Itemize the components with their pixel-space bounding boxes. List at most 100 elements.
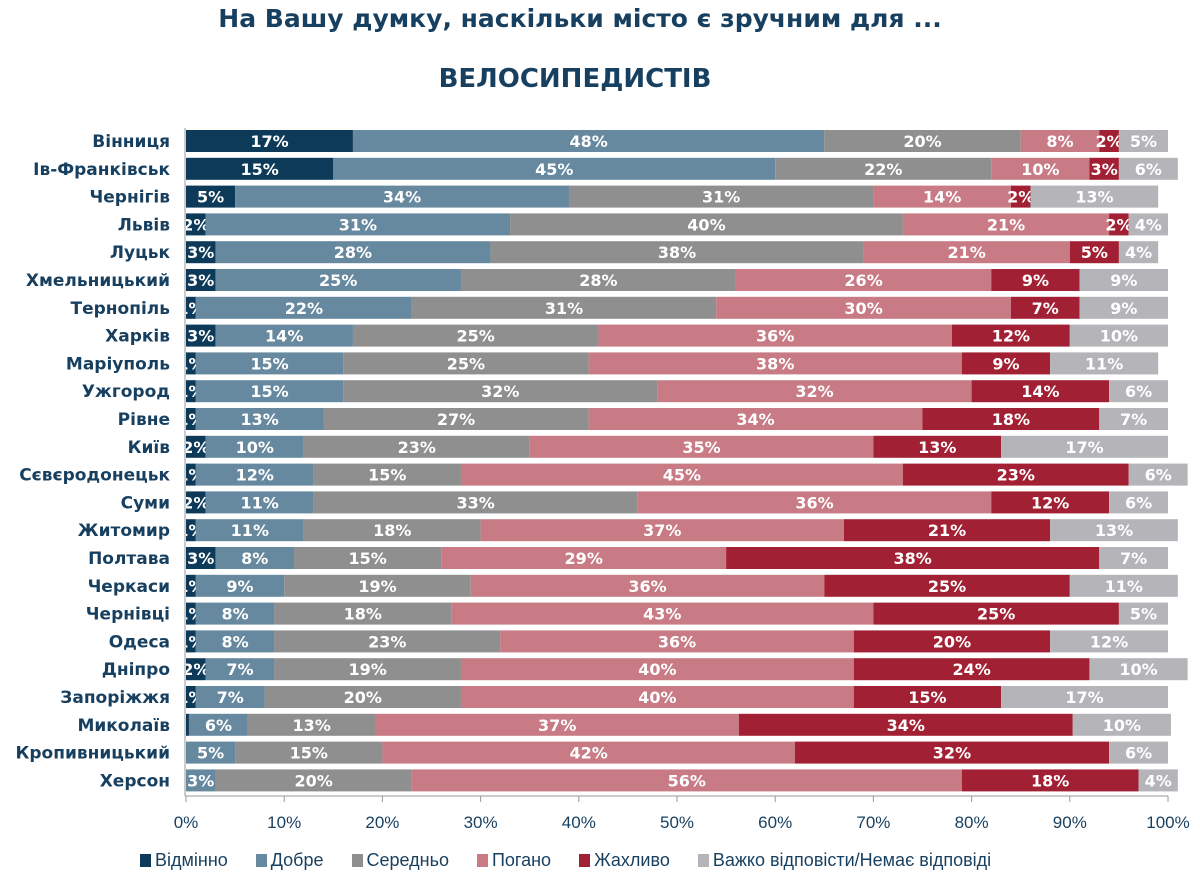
bar-segment — [775, 157, 992, 180]
bar-segment — [853, 658, 1090, 681]
data-label: 5% — [197, 188, 224, 207]
data-label: 13% — [918, 438, 956, 457]
bar-segment — [951, 324, 1070, 347]
data-label: 12% — [992, 327, 1030, 346]
data-label: 11% — [1105, 577, 1143, 596]
data-label: 25% — [977, 605, 1015, 624]
data-label: 12% — [1090, 632, 1128, 651]
data-label: 6% — [1125, 493, 1152, 512]
data-label: 37% — [538, 716, 576, 735]
bar-segment — [1050, 630, 1168, 653]
bar-segment — [1069, 574, 1178, 597]
bar-segment — [1109, 491, 1168, 514]
category-label: Одеса — [109, 632, 170, 652]
data-label: 2% — [1105, 215, 1132, 234]
data-label: 36% — [658, 632, 696, 651]
bar-segment — [343, 352, 589, 375]
legend-swatch — [351, 854, 363, 867]
data-label: 24% — [952, 660, 990, 679]
bar-segment — [186, 463, 196, 486]
data-label: 17% — [250, 132, 288, 151]
bar-segment — [195, 602, 275, 625]
data-label: 2% — [182, 438, 209, 457]
legend: Відмінно Добре Середньо Погано Жахливо Важко … — [140, 850, 991, 871]
bar-segment — [529, 435, 874, 458]
bar-segment — [186, 741, 236, 764]
bar-segment — [726, 547, 1100, 569]
data-label: 22% — [285, 299, 323, 318]
data-label: 7% — [217, 688, 244, 707]
category-label: Кропивницький — [15, 744, 170, 764]
chart-subtitle: ВЕЛОСИПЕДИСТІВ — [438, 64, 712, 94]
bar-segment — [470, 574, 825, 597]
bar-segment — [235, 741, 383, 764]
data-label: 15% — [250, 354, 288, 373]
bar-segment — [873, 435, 1002, 458]
bar-segment — [186, 213, 206, 236]
data-label: 36% — [628, 577, 666, 596]
data-label: 6% — [1125, 382, 1152, 401]
bar-segment — [451, 602, 874, 625]
bar-segment — [215, 269, 461, 291]
bar-segment — [195, 630, 275, 653]
data-label: 28% — [579, 271, 617, 290]
data-label: 8% — [241, 549, 268, 568]
data-label: 23% — [368, 632, 406, 651]
data-label: 18% — [992, 410, 1030, 429]
data-label: 25% — [457, 327, 495, 346]
bar-segment — [186, 547, 216, 569]
bar-segment — [195, 408, 324, 430]
bar-segment — [274, 630, 501, 653]
data-label: 37% — [643, 521, 681, 540]
x-tick-label: 40% — [562, 813, 596, 832]
data-label: 38% — [658, 243, 696, 262]
data-label: 15% — [290, 744, 328, 763]
bar-segment — [313, 491, 638, 514]
bar-segment — [186, 130, 353, 152]
bar-segment — [1079, 296, 1168, 319]
data-label: 31% — [545, 299, 583, 318]
data-label: 35% — [682, 438, 720, 457]
bar-segment — [588, 408, 923, 430]
data-label: 10% — [1100, 327, 1138, 346]
bar-segment — [657, 380, 972, 403]
data-label: 17% — [1065, 438, 1103, 457]
data-label: 32% — [481, 382, 519, 401]
data-label: 13% — [293, 716, 331, 735]
category-label: Вінниця — [92, 132, 170, 152]
bar-segment — [323, 408, 589, 430]
bar-segment — [186, 352, 196, 375]
data-label: 27% — [437, 410, 475, 429]
category-label: Херсон — [100, 771, 170, 791]
bar-segment — [215, 241, 491, 264]
legend-swatch — [476, 854, 488, 867]
bar-segment — [460, 686, 854, 708]
data-label: 10% — [1021, 160, 1059, 179]
data-label: 3% — [187, 271, 214, 290]
data-label: 2% — [182, 215, 209, 234]
data-label: 40% — [687, 215, 725, 234]
category-label: Черкаси — [88, 577, 170, 597]
legend-swatch — [579, 854, 591, 867]
legend-swatch — [697, 854, 709, 867]
data-label: 10% — [1119, 660, 1157, 679]
data-label: 12% — [236, 466, 274, 485]
bar-segment — [1050, 519, 1178, 542]
data-label: 2% — [1095, 132, 1122, 151]
legend-item: Відмінно — [140, 850, 228, 871]
data-label: 38% — [756, 354, 794, 373]
bar-segment — [215, 547, 295, 569]
bar-segment — [186, 157, 334, 180]
bar-segment — [1138, 769, 1178, 792]
bar-segment — [991, 491, 1110, 514]
legend-item: Жахливо — [579, 850, 670, 871]
bar-segment — [1010, 185, 1031, 208]
data-label: 45% — [535, 160, 573, 179]
bar-segment — [1020, 130, 1100, 152]
bar-segment — [247, 713, 376, 736]
bar-segment — [843, 519, 1051, 542]
data-label: 38% — [894, 549, 932, 568]
data-label: 30% — [844, 299, 882, 318]
data-label: 14% — [923, 188, 961, 207]
